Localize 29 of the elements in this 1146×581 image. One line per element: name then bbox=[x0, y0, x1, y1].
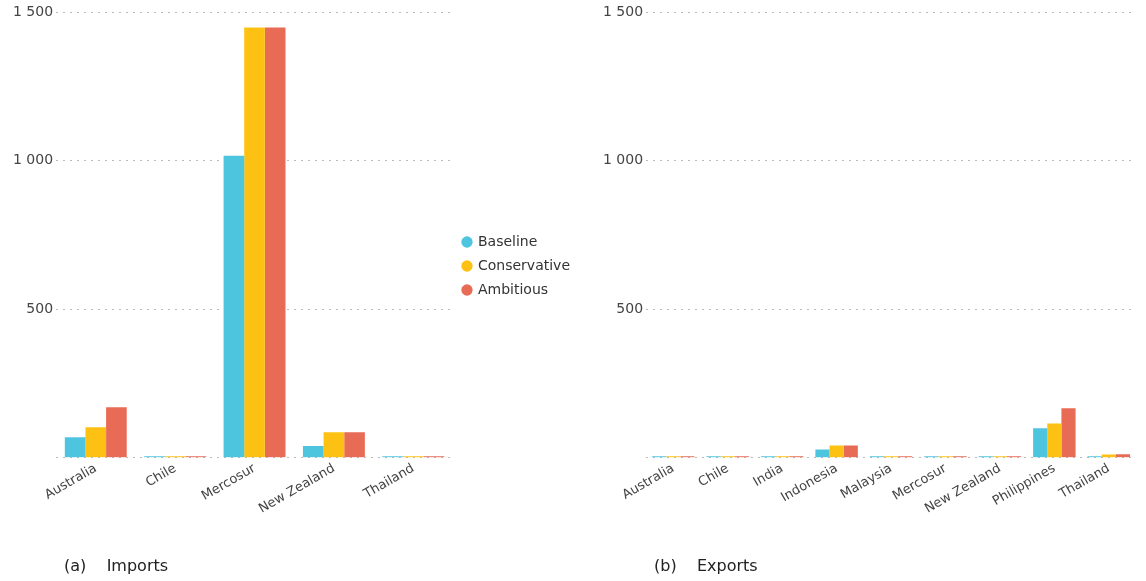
y-tick-label: 500 bbox=[616, 299, 644, 316]
bar bbox=[344, 432, 365, 458]
y-tick-label: 1 500 bbox=[602, 2, 644, 19]
text: (a) Imports bbox=[64, 556, 169, 575]
x-tick-label: Chile bbox=[695, 460, 731, 490]
text: (b) Exports bbox=[654, 556, 758, 575]
y-tick-label: 1 500 bbox=[12, 2, 54, 19]
bar bbox=[264, 27, 286, 458]
bar bbox=[85, 427, 107, 458]
x-tick-label: Chile bbox=[142, 460, 179, 490]
bar bbox=[1033, 428, 1048, 458]
bar bbox=[843, 445, 858, 458]
bar bbox=[244, 27, 265, 458]
bar bbox=[302, 445, 324, 458]
legend-label: Conservative bbox=[477, 256, 571, 273]
bar bbox=[106, 407, 127, 458]
bar bbox=[223, 155, 245, 458]
y-tick-label: 500 bbox=[26, 299, 54, 316]
bar bbox=[1061, 408, 1076, 458]
y-tick-label: 1 000 bbox=[12, 151, 54, 168]
bar bbox=[815, 449, 830, 458]
bar bbox=[323, 432, 345, 458]
bar bbox=[829, 445, 844, 458]
bar bbox=[1115, 454, 1131, 458]
bar bbox=[64, 437, 86, 458]
y-tick-label: 1 000 bbox=[602, 151, 644, 168]
legend-label: Baseline bbox=[477, 232, 538, 249]
bar bbox=[1047, 423, 1062, 458]
legend-label: Ambitious bbox=[477, 280, 549, 297]
